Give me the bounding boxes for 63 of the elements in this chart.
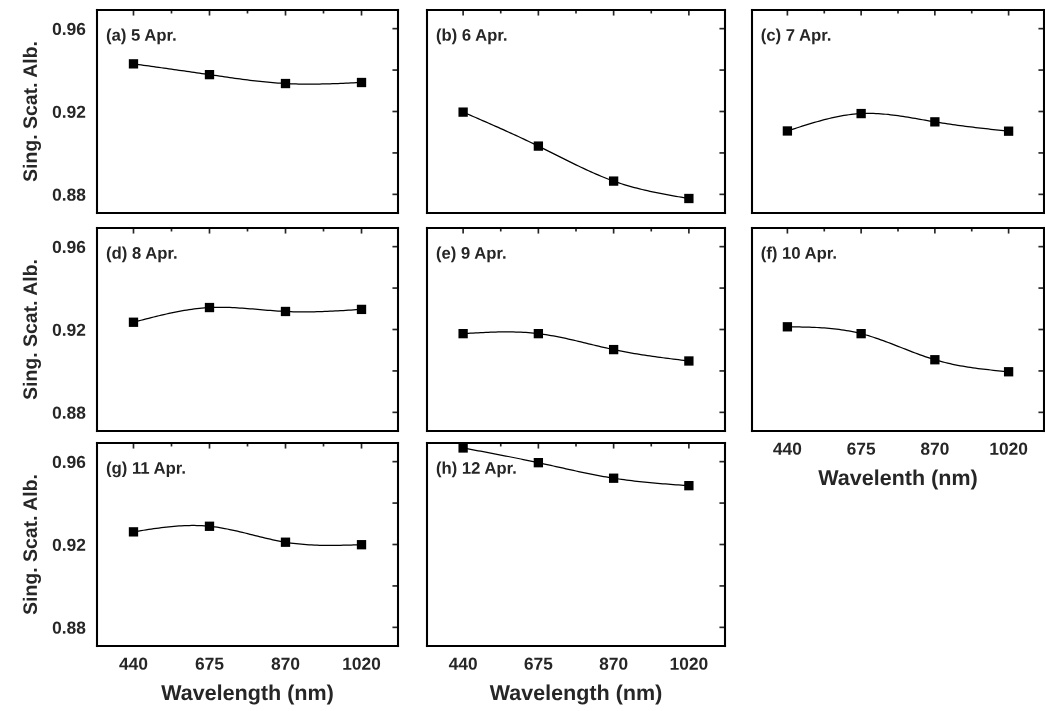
point (128, 527, 139, 537)
point (930, 117, 940, 127)
x-tick-label: 870 (920, 442, 949, 455)
annotation: (g) 11 Apr. (106, 461, 185, 478)
annotation: (b) 6 Apr. (436, 28, 507, 45)
annotation: (e) 9 Apr. (436, 246, 506, 263)
x-axis-title: Wavelength (nm) (489, 684, 662, 705)
point (608, 176, 619, 186)
y-tick-label: 0.96 (52, 240, 86, 254)
x-axis-title: Wavelenth (nm) (818, 469, 977, 490)
point (1003, 367, 1014, 377)
point (280, 78, 291, 89)
x-tick-label: 675 (195, 657, 224, 670)
point (782, 322, 793, 332)
y-tick-label: 0.88 (52, 406, 86, 419)
x-tick-label: 675 (524, 657, 553, 670)
y-tick-label: 0.92 (52, 323, 86, 336)
point (356, 77, 367, 88)
x-tick-label: 440 (773, 442, 802, 455)
y-tick-label: 0.96 (52, 22, 86, 36)
point (128, 59, 139, 69)
annotation: (h) 12 Apr. (436, 461, 516, 478)
y-axis-title: Sing. Scat. Alb. (22, 260, 41, 400)
point (856, 108, 866, 119)
y-axis-title: Sing. Scat. Alb. (22, 475, 41, 615)
point (356, 304, 367, 315)
x-tick-label: 870 (599, 657, 628, 670)
point (458, 107, 468, 117)
y-tick-label: 0.96 (52, 455, 86, 469)
point (856, 328, 866, 339)
x-tick-label: 1020 (990, 442, 1028, 455)
y-tick-label: 0.88 (52, 621, 86, 634)
x-tick-label: 1020 (343, 657, 381, 670)
y-tick-label: 0.92 (52, 538, 86, 551)
annotation: (f) 10 Apr. (761, 246, 836, 263)
point (458, 443, 468, 453)
x-tick-label: 440 (119, 657, 148, 670)
point (533, 141, 544, 151)
point (128, 317, 139, 327)
point (608, 473, 619, 483)
point (204, 69, 215, 80)
point (684, 193, 694, 204)
x-tick-label: 1020 (670, 657, 708, 670)
point (782, 126, 793, 136)
y-axis-title: Sing. Scat. Alb. (22, 42, 41, 182)
point (280, 306, 291, 317)
x-tick-label: 675 (847, 442, 876, 455)
point (356, 540, 367, 550)
point (533, 458, 544, 468)
annotation: (a) 5 Apr. (106, 28, 176, 45)
y-tick-label: 0.92 (52, 105, 86, 118)
y-tick-label: 0.88 (52, 188, 86, 201)
point (204, 521, 215, 531)
point (684, 481, 694, 491)
point (930, 355, 940, 365)
point (1003, 126, 1014, 136)
x-axis-title: Wavelength (nm) (161, 684, 333, 705)
annotation: (d) 8 Apr. (106, 246, 177, 263)
point (280, 537, 291, 547)
annotation: (c) 7 Apr. (761, 28, 831, 45)
x-tick-label: 870 (271, 657, 300, 670)
point (204, 302, 215, 313)
x-tick-label: 440 (448, 657, 477, 670)
